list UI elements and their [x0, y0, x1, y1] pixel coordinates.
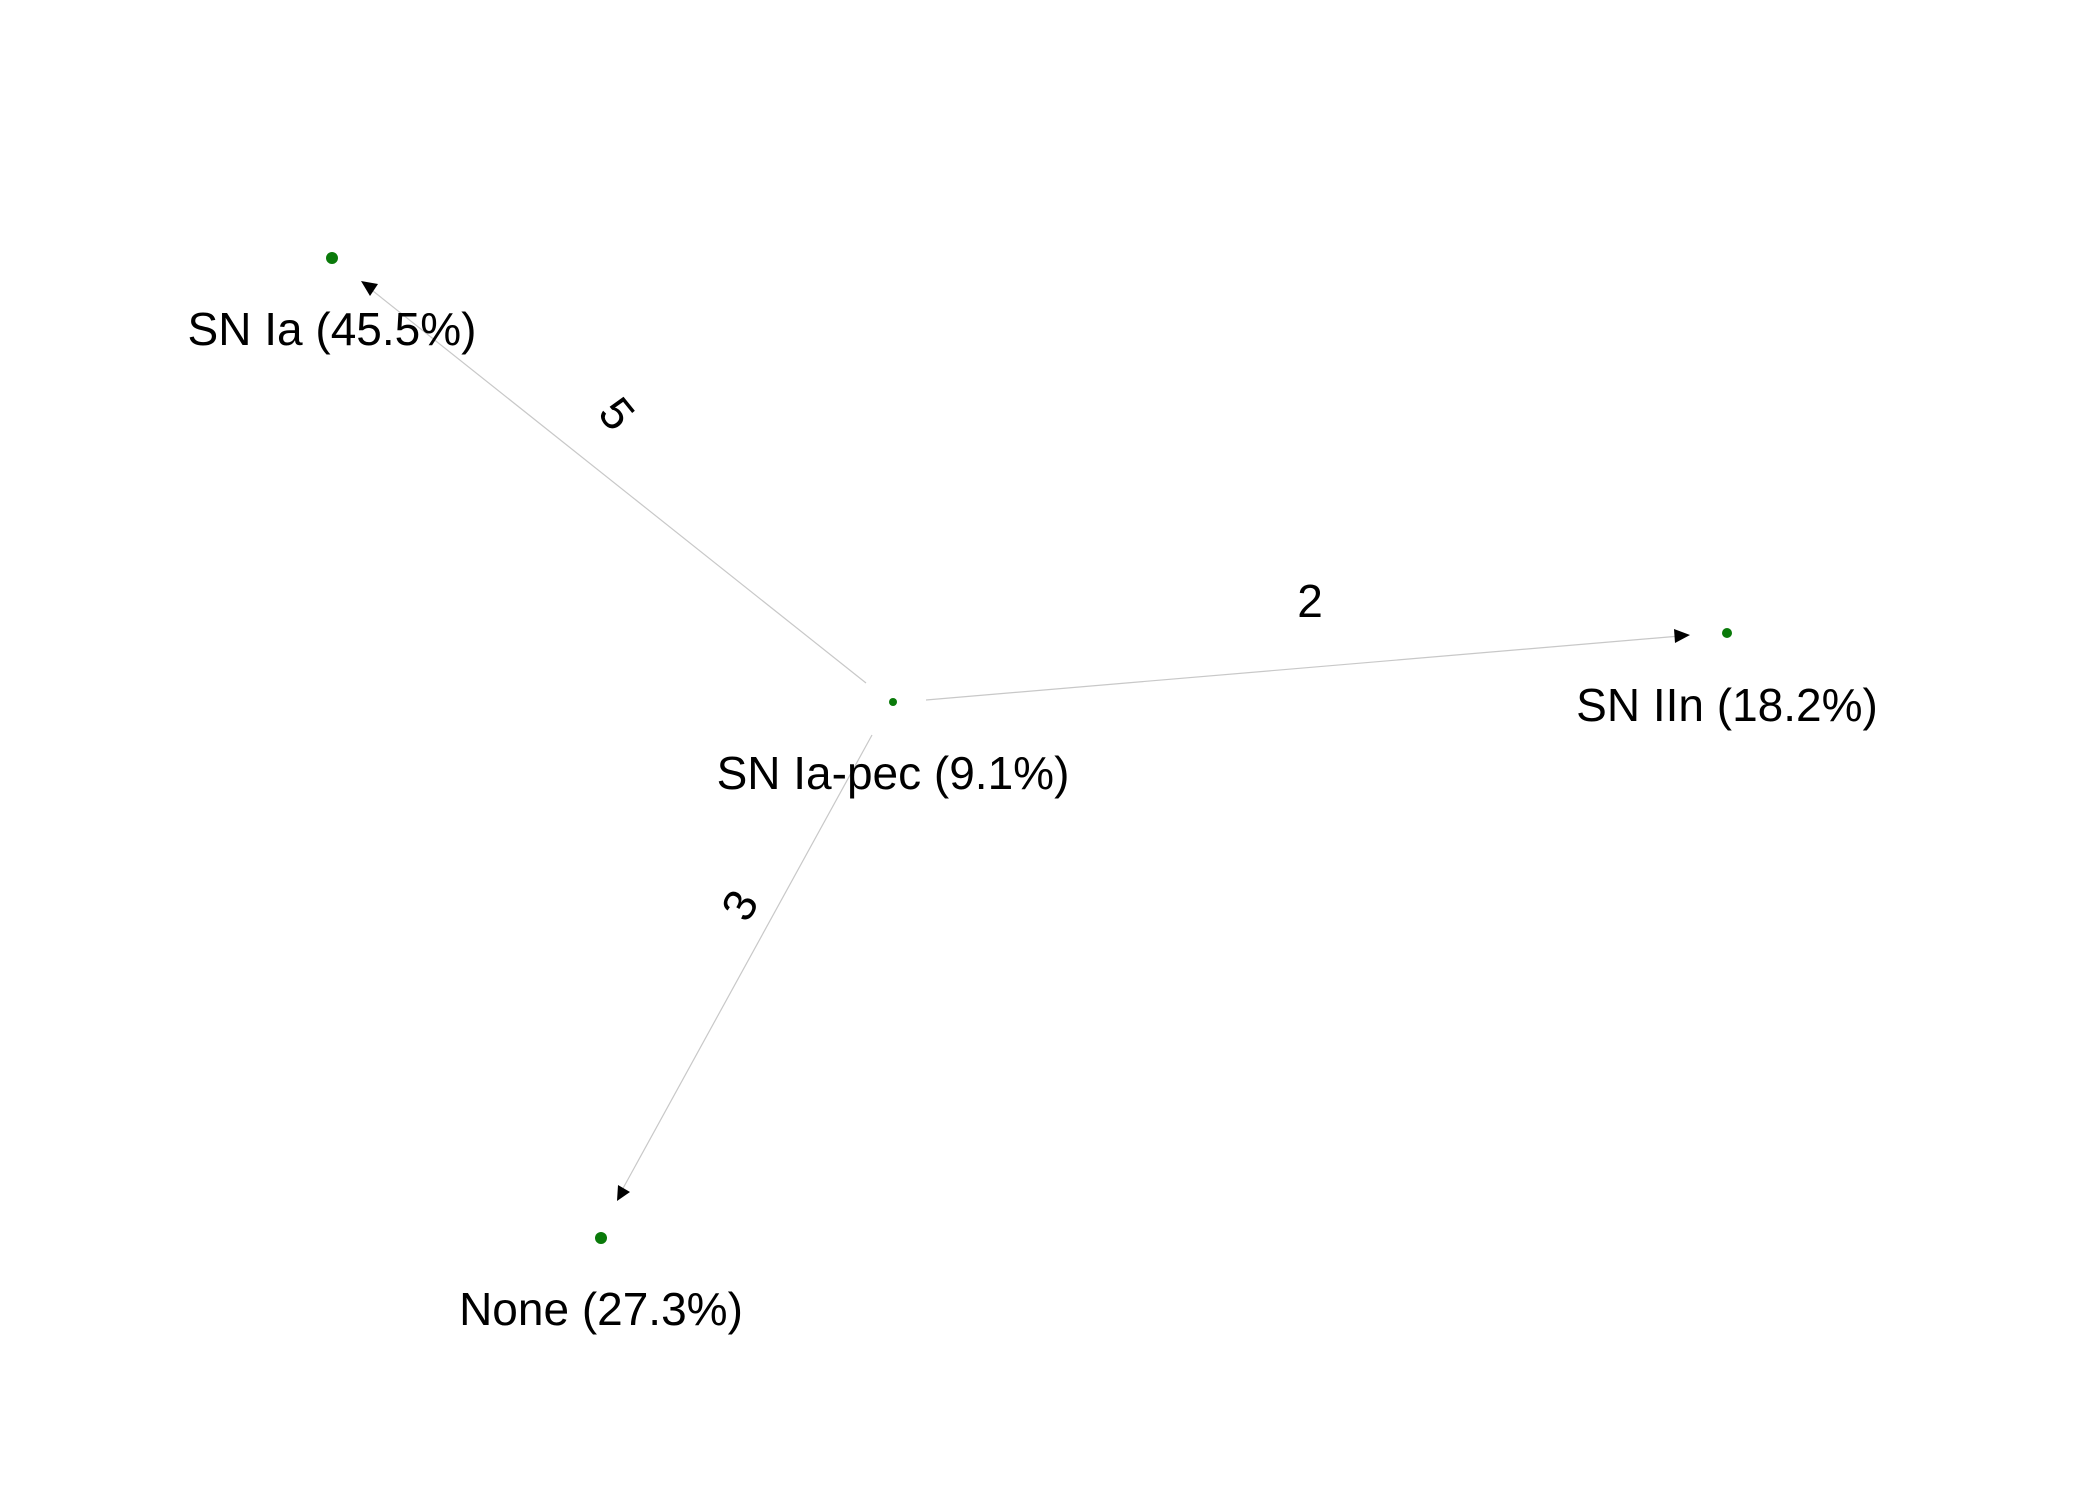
edge-line [367, 286, 867, 684]
node-dot [1722, 628, 1732, 638]
edge-ia-pec-to-none: 3 [617, 734, 873, 1201]
node-dot [326, 252, 338, 264]
node-dot [889, 698, 897, 706]
node-sn-ia-pec: SN Ia-pec (9.1%) [717, 698, 1070, 799]
edge-ia-pec-to-iin: 2 [925, 575, 1690, 701]
node-label: None (27.3%) [459, 1283, 743, 1335]
arrowhead-icon [361, 281, 378, 296]
node-sn-iin: SN IIn (18.2%) [1576, 628, 1878, 731]
arrowhead-icon [1674, 629, 1690, 643]
node-label: SN Ia (45.5%) [188, 303, 477, 355]
node-dot [595, 1232, 607, 1244]
edge-label-background [703, 859, 783, 937]
node-label: SN Ia-pec (9.1%) [717, 747, 1070, 799]
node-sn-ia: SN Ia (45.5%) [188, 252, 477, 355]
arrowhead-icon [617, 1185, 630, 1201]
edge-line [925, 635, 1681, 701]
node-label: SN IIn (18.2%) [1576, 679, 1878, 731]
edge-label: 5 [589, 387, 646, 440]
node-none: None (27.3%) [459, 1232, 743, 1335]
edge-label: 2 [1297, 575, 1323, 627]
edge-line [620, 734, 873, 1193]
